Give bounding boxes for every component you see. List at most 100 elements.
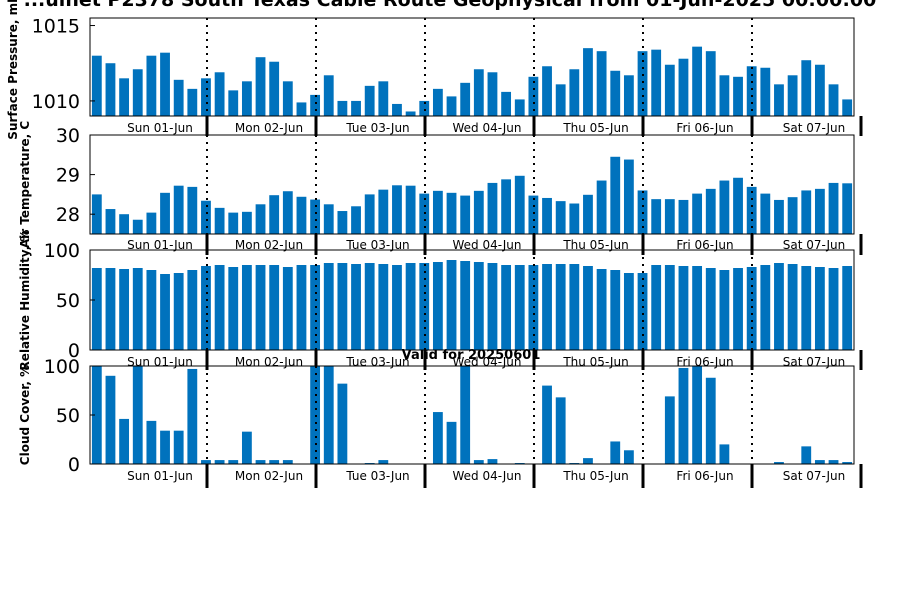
bar (160, 52, 170, 116)
day-label: Tue 03-Jun (345, 355, 409, 369)
bar (296, 265, 307, 350)
bar (392, 103, 402, 116)
bar (351, 206, 361, 234)
bar (596, 51, 607, 116)
bar (241, 431, 252, 464)
bar (692, 366, 703, 464)
day-label: Sat 07-Jun (783, 355, 846, 369)
bar (173, 430, 184, 464)
bar (132, 219, 143, 234)
bar (828, 84, 839, 116)
bar (337, 263, 348, 350)
bar (105, 268, 116, 350)
y-axis-label: Relative Humidity, % (18, 230, 32, 371)
bar (269, 61, 280, 116)
bar (542, 197, 552, 234)
bar (555, 397, 566, 464)
bar (323, 75, 334, 116)
bar (542, 264, 552, 350)
day-label: Wed 04-Jun (453, 238, 522, 252)
chart-title: ...ulhet P2378 South Texas Cable Route G… (24, 0, 877, 11)
bar (473, 460, 484, 464)
bar (774, 199, 784, 234)
bar (323, 204, 334, 234)
bar (119, 269, 130, 350)
bar (596, 269, 607, 350)
bar (828, 268, 839, 350)
day-label: Mon 02-Jun (235, 355, 303, 369)
bar (282, 267, 293, 350)
axes-frame (89, 134, 855, 235)
bar (405, 263, 416, 350)
bar (228, 460, 239, 464)
day-label: Mon 02-Jun (235, 121, 303, 135)
bar (460, 82, 471, 116)
bar (719, 444, 730, 464)
bar (146, 212, 157, 234)
bar (651, 265, 662, 350)
day-label: Fri 06-Jun (676, 355, 733, 369)
bar (378, 460, 389, 464)
bar (187, 270, 198, 350)
bar (569, 69, 580, 116)
bar (201, 460, 211, 464)
bar (392, 265, 402, 350)
bar (583, 48, 593, 116)
bar (569, 264, 580, 350)
bar (473, 69, 484, 116)
bar (91, 366, 102, 464)
bar (173, 185, 184, 234)
bar (432, 412, 443, 464)
bar (187, 88, 198, 116)
bar (201, 200, 211, 234)
bar (160, 274, 170, 350)
bar (487, 182, 498, 234)
bar (337, 383, 348, 464)
day-label: Sun 01-Jun (127, 238, 193, 252)
bar (378, 189, 389, 234)
bar (801, 190, 812, 234)
bar (364, 85, 375, 116)
bar (91, 194, 102, 234)
bar (787, 264, 798, 350)
bar (473, 190, 484, 234)
bar (692, 193, 703, 234)
bar (774, 462, 784, 464)
axes-frame (89, 17, 855, 117)
bar (91, 268, 102, 350)
bar (514, 175, 525, 234)
bar (119, 78, 130, 116)
bar (623, 75, 634, 116)
bar (774, 263, 784, 350)
bar (583, 266, 593, 350)
bar (337, 211, 348, 234)
bar (514, 99, 525, 116)
bar (637, 51, 648, 116)
bar (828, 460, 839, 464)
bar (432, 88, 443, 116)
panel-1: Sun 01-Jun Mon 02-Jun Tue 03-Jun Wed 04-Jun… (6, 0, 863, 140)
bar (146, 55, 157, 116)
panel-3: Sun 01-Jun Mon 02-Jun Tue 03-Jun Wed 04-Jun… (18, 230, 863, 371)
bar (583, 194, 593, 234)
bar (664, 396, 675, 464)
bar (187, 368, 198, 464)
bar (774, 84, 784, 116)
bar (651, 49, 662, 116)
bar (814, 188, 825, 234)
bar (228, 212, 239, 234)
bar (296, 196, 307, 234)
bar (814, 460, 825, 464)
bar (828, 182, 839, 234)
bar (364, 263, 375, 350)
y-tick-label: 50 (56, 290, 80, 312)
bar (678, 266, 689, 350)
bar (814, 64, 825, 116)
bar (501, 265, 512, 350)
y-tick-label: 28 (56, 204, 80, 226)
bar (583, 458, 593, 464)
day-label: Thu 05-Jun (562, 121, 628, 135)
bar (310, 199, 321, 234)
bar (269, 460, 280, 464)
